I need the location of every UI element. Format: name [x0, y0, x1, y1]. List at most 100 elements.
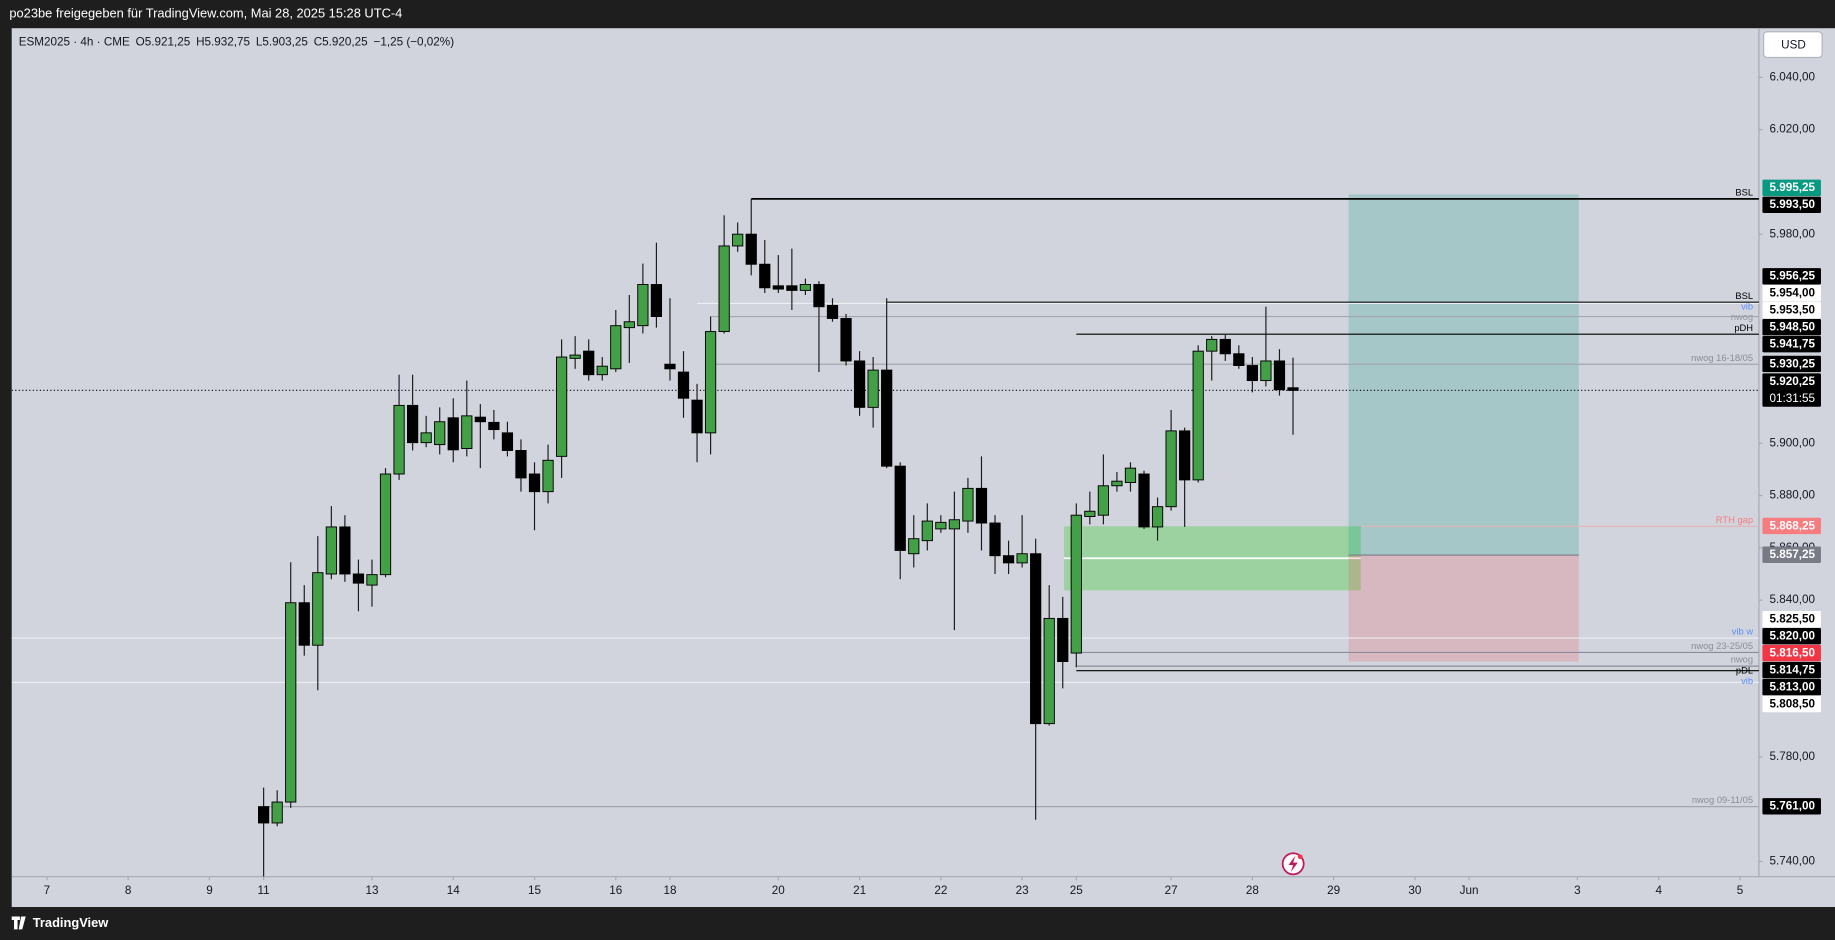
candle-body — [1233, 353, 1245, 367]
candle-body — [258, 806, 270, 824]
candle-body — [610, 325, 622, 370]
plot — [11, 194, 1759, 877]
position-target — [1348, 194, 1579, 556]
level-label: nwog 16-18/05 — [1691, 353, 1753, 363]
y-tick-label: 6.020,00 — [1769, 123, 1815, 136]
price-label-text: 5.930,25 — [1769, 357, 1815, 370]
candle-body — [908, 538, 920, 555]
currency-button[interactable] — [1763, 31, 1823, 59]
x-tick-label: 14 — [447, 884, 461, 897]
x-tick-label: 4 — [1655, 884, 1662, 897]
x-tick-label: 25 — [1070, 884, 1084, 897]
x-tick-label: 29 — [1327, 884, 1340, 897]
ohlc-close: C5.920,25 — [314, 35, 368, 48]
y-tick-label: 5.840,00 — [1769, 593, 1815, 606]
countdown: 01:31:55 — [1769, 392, 1815, 405]
candle-body — [501, 432, 514, 451]
candle-body — [691, 399, 703, 434]
candle-body — [447, 417, 459, 451]
candle-body — [528, 473, 541, 493]
candle-body — [650, 284, 663, 317]
candle-body — [325, 526, 337, 575]
candle-body — [894, 465, 906, 551]
price-label-text: 5.868,25 — [1769, 519, 1815, 532]
x-tick-label: 16 — [609, 884, 622, 897]
price-label — [1762, 610, 1821, 628]
candle-body — [1151, 506, 1164, 528]
x-tick-label: 13 — [365, 884, 378, 897]
candle-body — [826, 304, 839, 319]
ohlc-low: L5.903,25 — [256, 35, 308, 48]
candle-body — [867, 369, 879, 408]
x-tick-label: 5 — [1737, 884, 1744, 897]
page-title: po23be freigegeben für TradingView.com, … — [9, 6, 402, 21]
brand-logo — [11, 916, 26, 930]
candle-body — [759, 263, 771, 289]
candle-body — [1002, 555, 1015, 564]
price-label — [1762, 546, 1821, 563]
candle-body — [407, 404, 419, 444]
position-stop — [1348, 555, 1579, 662]
candle-body — [352, 573, 365, 584]
candle-body — [1206, 338, 1218, 352]
candle-body — [285, 602, 297, 803]
level-label: nwog — [1731, 312, 1753, 322]
currency[interactable]: USD — [1781, 38, 1806, 51]
price-label-text: 5.941,75 — [1769, 338, 1815, 351]
x-tick-label: 22 — [934, 884, 947, 897]
candle-body — [474, 416, 486, 423]
candle-body — [664, 363, 676, 370]
candle-body — [1179, 430, 1191, 481]
candle-body — [366, 574, 378, 586]
candle-body — [1030, 553, 1042, 725]
candle-body — [772, 285, 784, 290]
candle-body — [1219, 338, 1231, 355]
candle-body — [1070, 514, 1082, 654]
price-label — [1762, 661, 1821, 679]
price-label — [1762, 355, 1821, 373]
candle-body — [1111, 480, 1123, 487]
candle-body — [677, 371, 690, 399]
candle-body — [1138, 473, 1150, 528]
candle-body — [935, 521, 947, 530]
x-tick-label: 9 — [206, 884, 213, 897]
x-tick-label: 30 — [1408, 884, 1421, 897]
ohlc-open: O5.921,25 — [136, 35, 191, 48]
price-label — [1762, 285, 1821, 302]
ohlc-high: H5.932,75 — [196, 35, 250, 48]
price-label-text: 5.813,00 — [1769, 680, 1815, 693]
level-label: pDH — [1734, 323, 1753, 333]
price-label-text: 5.761,00 — [1769, 800, 1815, 813]
icon-dot — [1297, 854, 1303, 860]
candle-body — [718, 245, 730, 333]
candle-body — [312, 572, 324, 646]
price-label-text: 5.954,00 — [1769, 287, 1815, 300]
candle-body — [1165, 430, 1177, 508]
price-label — [1762, 644, 1821, 662]
price-label-text: 5.993,50 — [1769, 198, 1815, 211]
x-tick-label: 27 — [1165, 884, 1178, 897]
candle-body — [1273, 360, 1286, 391]
level-label: pDL — [1736, 665, 1753, 675]
price-label — [1762, 335, 1821, 353]
price-label — [1762, 695, 1821, 713]
candle-body — [745, 233, 757, 265]
candle-body — [1097, 485, 1109, 516]
price-label-text: 5.995,25 — [1769, 181, 1815, 194]
level-label: nwog 09-11/05 — [1692, 795, 1753, 805]
ohlc-change: −1,25 (−0,02%) — [374, 35, 455, 48]
price-label-text: 5.857,25 — [1769, 548, 1815, 561]
lightning-icon[interactable] — [1281, 852, 1305, 876]
level-label: vib — [1741, 301, 1753, 311]
candle-body — [948, 519, 961, 530]
candle-body — [461, 415, 473, 449]
candle-body — [569, 354, 581, 359]
legend: ESM2025 · 4h · CME O5.921,25 H5.932,75 L5.9… — [19, 35, 454, 48]
price-label — [1762, 302, 1821, 319]
x-tick-label: 23 — [1016, 884, 1029, 897]
candle-body — [989, 522, 1001, 557]
candle-body — [813, 284, 825, 308]
candle-body — [637, 284, 649, 327]
